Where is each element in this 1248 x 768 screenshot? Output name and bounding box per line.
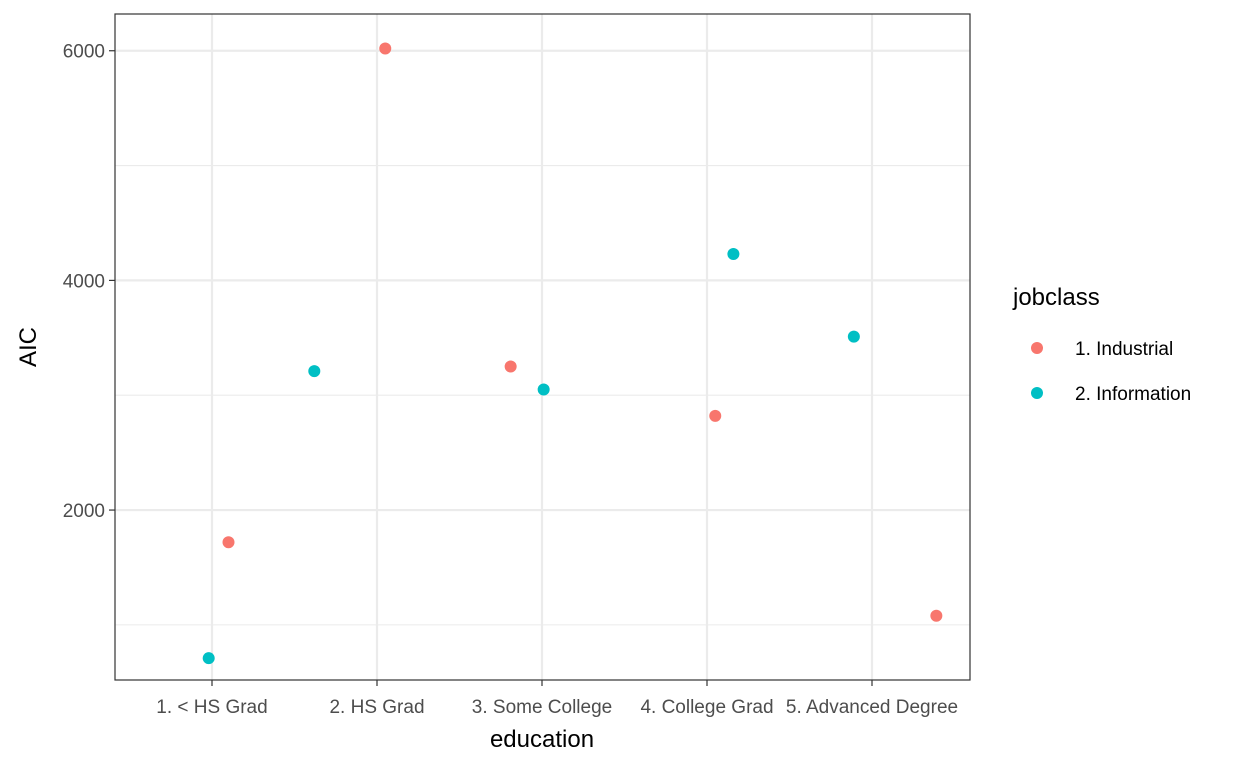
y-axis: 2000 4000 6000 [63,42,115,522]
y-tick-label: 4000 [63,271,105,292]
legend-label: 2. Information [1075,384,1191,405]
data-point [308,365,321,378]
legend-key [1031,342,1043,354]
x-axis-title: education [490,726,594,753]
data-points [202,42,943,665]
data-point [537,383,550,396]
legend: jobclass 1. Industrial 2. Information [1012,284,1191,405]
data-point [727,247,740,260]
data-point [709,409,722,422]
legend-title: jobclass [1012,284,1100,311]
grid-major [115,14,970,680]
x-tick-label: 1. < HS Grad [156,697,267,718]
y-tick-label: 6000 [63,42,105,63]
data-point [504,360,517,373]
data-point [202,652,215,665]
data-point [930,609,943,622]
x-tick-label: 3. Some College [472,697,612,718]
legend-label: 1. Industrial [1075,339,1173,360]
legend-key [1031,387,1043,399]
x-axis: 1. < HS Grad 2. HS Grad 3. Some College 4. … [156,680,958,718]
data-point [847,330,860,343]
data-point [222,536,235,549]
y-axis-title: AIC [15,327,42,367]
x-tick-label: 4. College Grad [640,697,773,718]
x-tick-label: 5. Advanced Degree [786,697,958,718]
data-point [379,42,392,55]
x-tick-label: 2. HS Grad [329,697,424,718]
y-tick-label: 2000 [63,501,105,522]
